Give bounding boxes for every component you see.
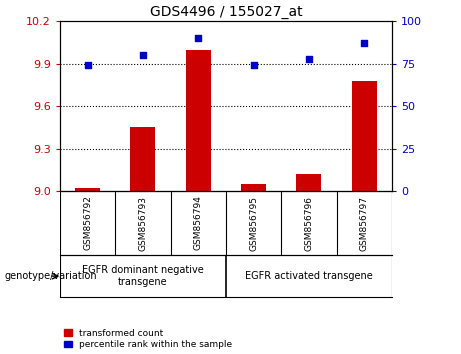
Bar <box>296 174 321 191</box>
Text: EGFR activated transgene: EGFR activated transgene <box>245 271 373 281</box>
Text: EGFR dominant negative
transgene: EGFR dominant negative transgene <box>82 265 204 287</box>
Text: GSM856793: GSM856793 <box>138 195 148 251</box>
Point <box>84 63 91 68</box>
Text: GSM856796: GSM856796 <box>304 195 313 251</box>
Bar <box>186 50 211 191</box>
Text: GSM856797: GSM856797 <box>360 195 369 251</box>
Bar <box>130 127 155 191</box>
Point <box>195 35 202 41</box>
Title: GDS4496 / 155027_at: GDS4496 / 155027_at <box>149 5 302 19</box>
Bar <box>241 184 266 191</box>
Text: GSM856795: GSM856795 <box>249 195 258 251</box>
Bar <box>352 81 377 191</box>
Point <box>250 63 257 68</box>
Point <box>361 40 368 46</box>
Point <box>139 52 147 58</box>
Text: GSM856792: GSM856792 <box>83 195 92 251</box>
Text: GSM856794: GSM856794 <box>194 195 203 251</box>
Bar <box>75 188 100 191</box>
Point <box>305 56 313 62</box>
Legend: transformed count, percentile rank within the sample: transformed count, percentile rank withi… <box>65 329 232 349</box>
Text: genotype/variation: genotype/variation <box>5 271 97 281</box>
